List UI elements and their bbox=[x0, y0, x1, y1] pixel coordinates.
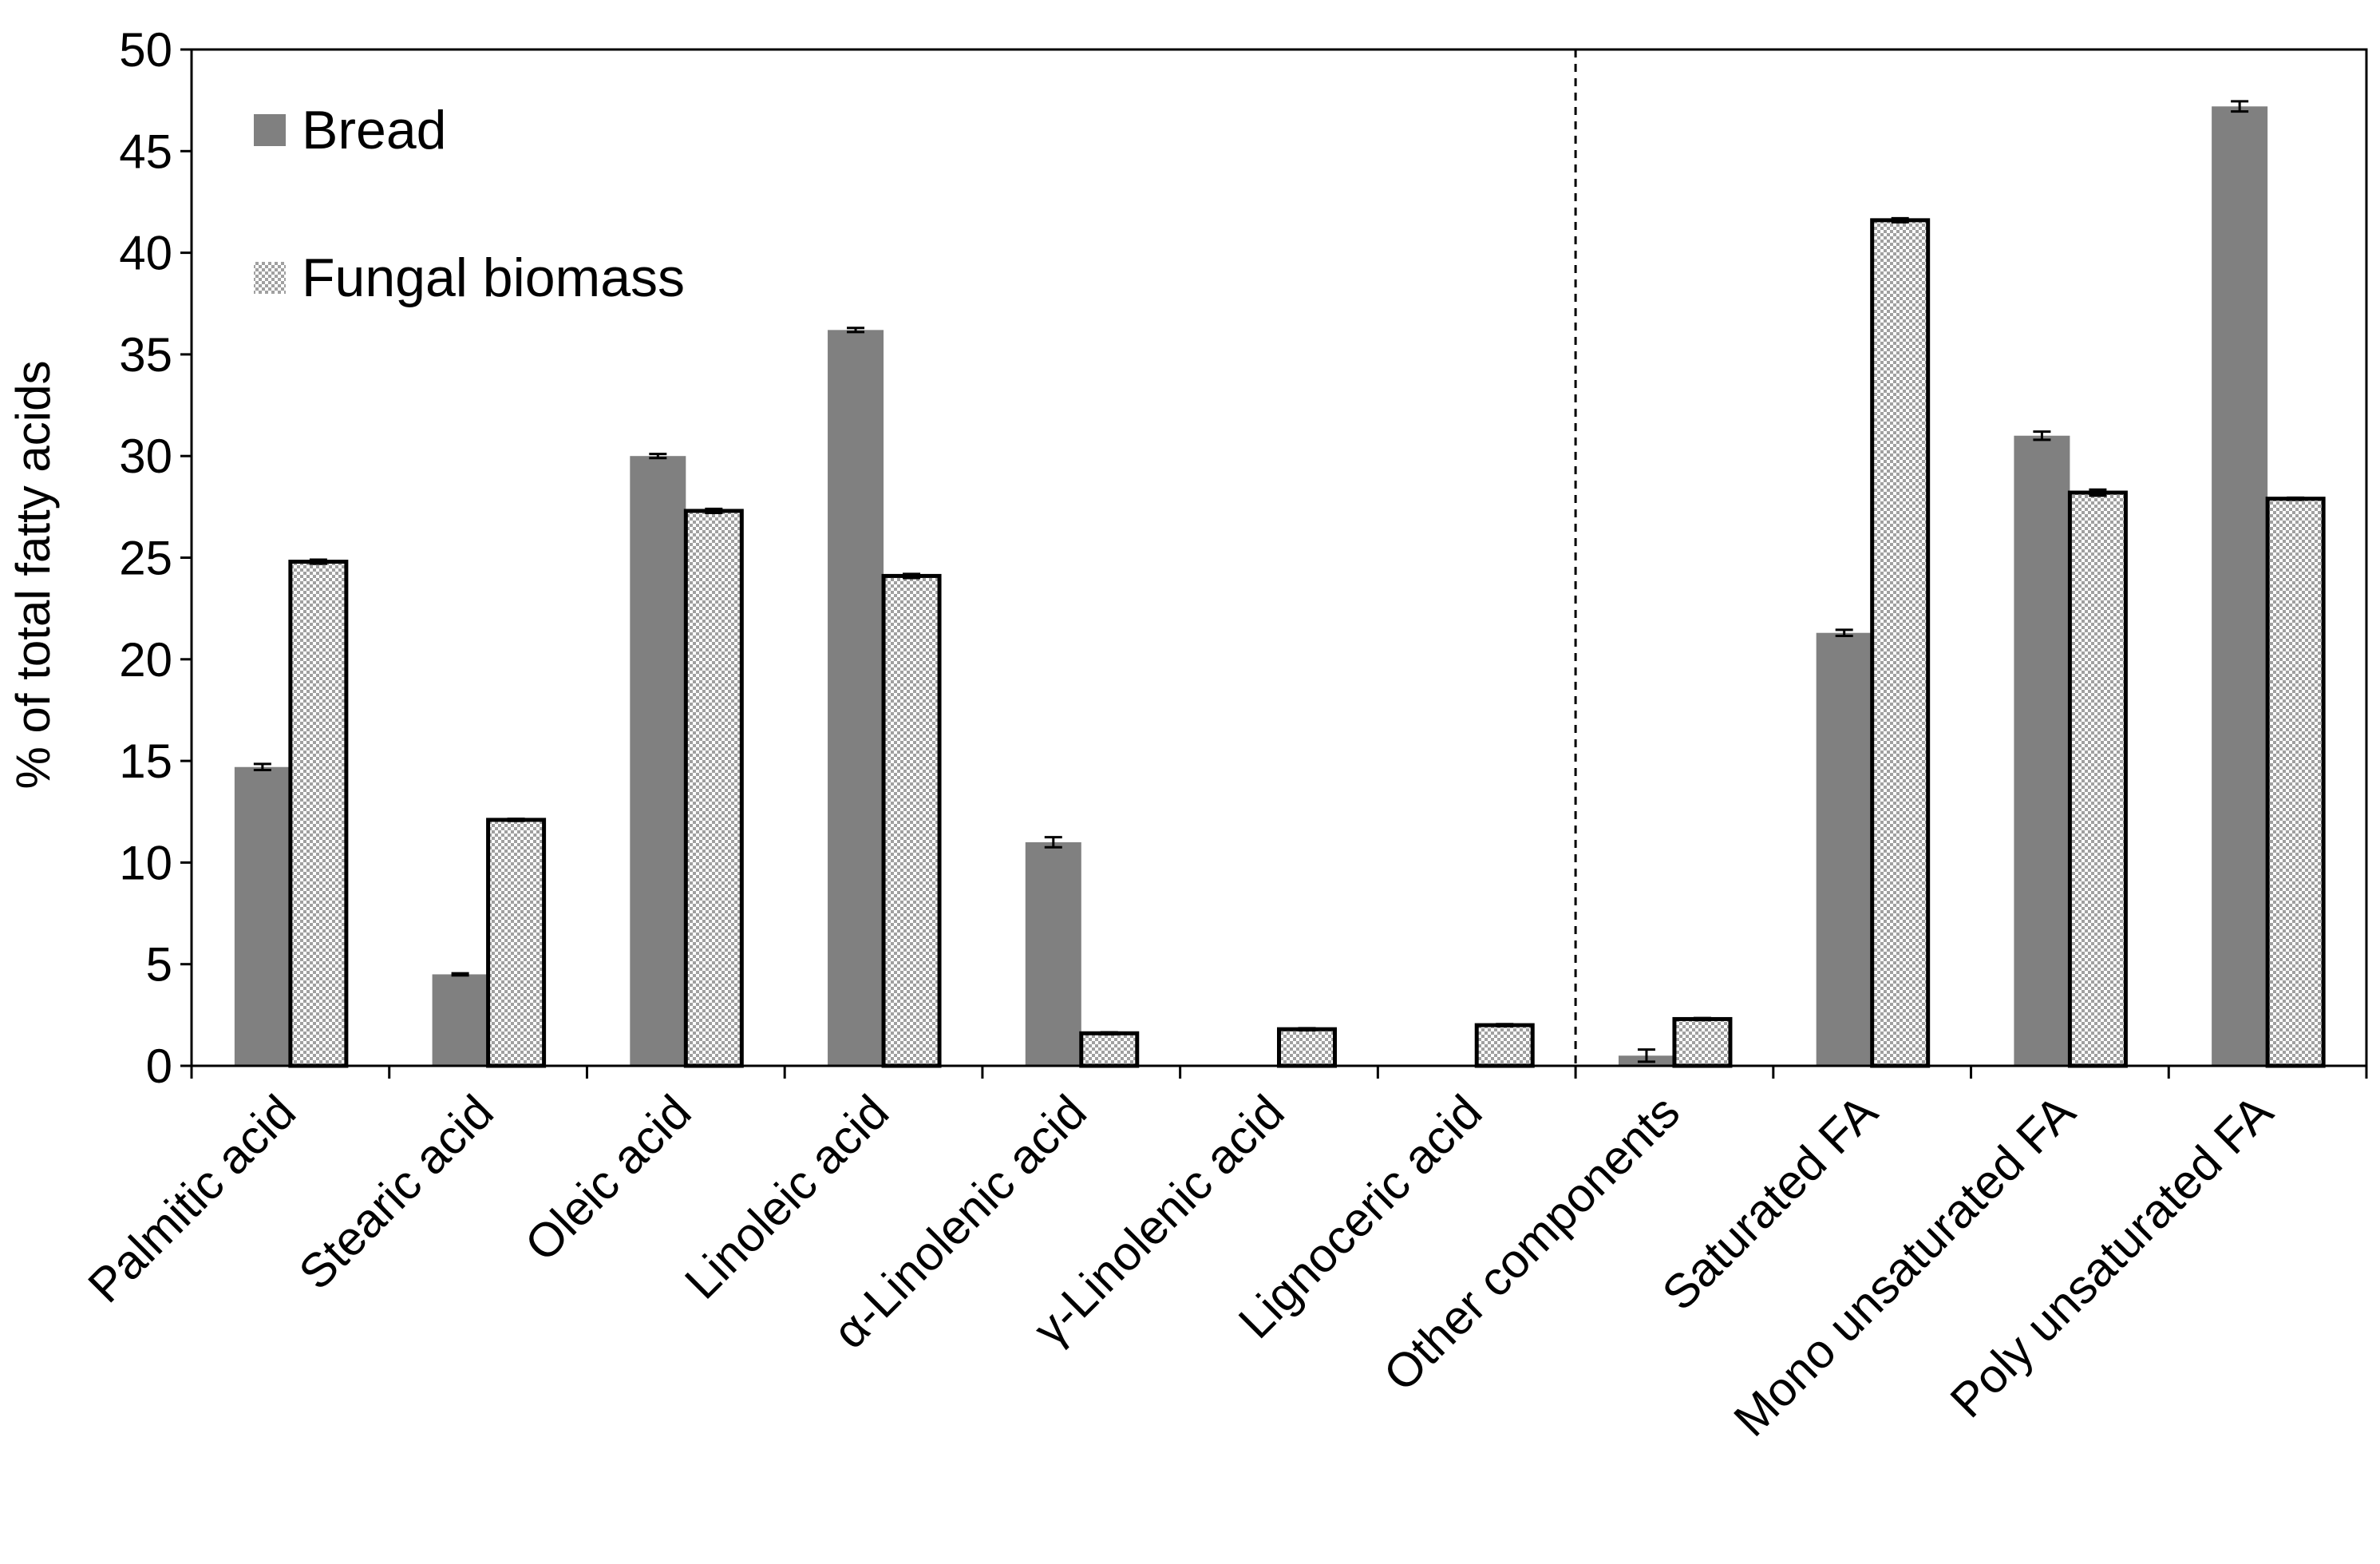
y-tick-label-2: 10 bbox=[119, 836, 172, 889]
x-category-label-linoleic-acid: Linoleic acid bbox=[674, 1085, 899, 1309]
bar-bread-oleic-acid bbox=[630, 456, 686, 1066]
y-tick-label-3: 15 bbox=[119, 734, 172, 788]
bar-bread-saturated-fa bbox=[1816, 632, 1872, 1066]
bar-fungal-biomass-poly-unsaturated-fa bbox=[2265, 497, 2326, 1068]
legend-swatch-bread bbox=[254, 114, 286, 146]
y-tick-label-4: 20 bbox=[119, 633, 172, 687]
x-category-label-poly-unsaturated-fa: Poly unsaturated FA bbox=[1940, 1085, 2283, 1427]
bar-bread-mono-unsaturated-fa bbox=[2014, 435, 2070, 1066]
legend-label-fungal-biomass: Fungal biomass bbox=[302, 247, 685, 308]
bar-fungal-biomass-oleic-acid bbox=[683, 509, 744, 1068]
y-tick-label-5: 25 bbox=[119, 532, 172, 585]
y-tick-label-10: 50 bbox=[119, 23, 172, 77]
y-tick-label-8: 40 bbox=[119, 227, 172, 280]
bar-fungal-biomass-other-components bbox=[1672, 1016, 1733, 1068]
bar-fungal-biomass-mono-unsaturated-fa bbox=[2067, 490, 2128, 1068]
bar-fungal-biomass-linolenic-acid bbox=[1079, 1031, 1140, 1068]
y-tick-label-6: 30 bbox=[119, 430, 172, 483]
bar-bread-stearic-acid bbox=[432, 974, 488, 1066]
bar-fungal-biomass-lignoceric-acid bbox=[1474, 1023, 1535, 1068]
bar-fungal-biomass-palmitic-acid bbox=[288, 560, 349, 1068]
bar-fungal-biomass-linolenic-acid bbox=[1277, 1027, 1337, 1068]
bar-fungal-biomass-linoleic-acid bbox=[881, 573, 942, 1068]
y-tick-label-9: 45 bbox=[119, 125, 172, 178]
bar-bread-palmitic-acid bbox=[234, 766, 291, 1066]
x-category-label-palmitic-acid: Palmitic acid bbox=[78, 1085, 306, 1313]
bar-fungal-biomass-stearic-acid bbox=[486, 818, 547, 1068]
y-tick-label-0: 0 bbox=[146, 1039, 172, 1093]
legend-swatch-fungal-biomass bbox=[254, 262, 286, 294]
bar-bread-poly-unsaturated-fa bbox=[2212, 106, 2268, 1067]
x-category-label-oleic-acid: Oleic acid bbox=[515, 1085, 702, 1272]
x-category-label-mono-unsaturated-fa: Mono unsaturated FA bbox=[1724, 1085, 2085, 1447]
bar-fungal-biomass-saturated-fa bbox=[1870, 218, 1931, 1068]
x-category-label-stearic-acid: Stearic acid bbox=[289, 1085, 504, 1300]
y-axis-label: % of total fatty acids bbox=[6, 361, 60, 790]
y-tick-label-1: 5 bbox=[146, 938, 172, 992]
bar-bread-linolenic-acid bbox=[1025, 841, 1081, 1066]
y-tick-label-7: 35 bbox=[119, 328, 172, 382]
bar-bread-linoleic-acid bbox=[828, 330, 884, 1066]
legend-label-bread: Bread bbox=[302, 100, 446, 160]
plot-area: 0 5 10 15 20 25 30 35 40 45 50 Palmitic acidStearic… bbox=[78, 23, 2368, 1447]
legend: Bread Fungal biomass bbox=[254, 100, 685, 308]
